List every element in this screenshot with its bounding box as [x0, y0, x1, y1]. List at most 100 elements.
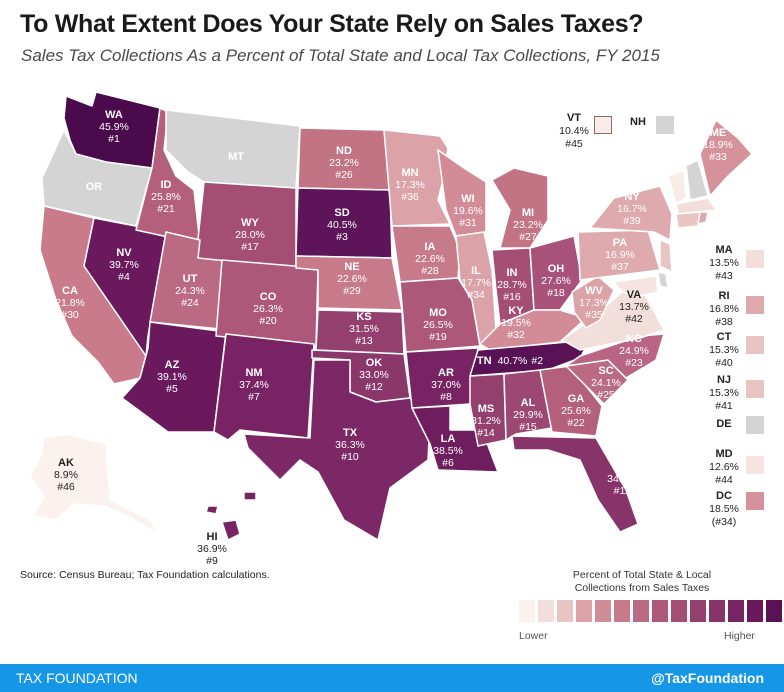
label-OR: OR [86, 181, 103, 193]
state-VT[interactable] [667, 169, 687, 205]
label-FL: FL 34.2% #11 [607, 461, 637, 497]
label-WY: WY 28.0% #17 [235, 217, 265, 253]
footer-bar: TAX FOUNDATION @TaxFoundation [0, 664, 784, 692]
label-AL: AL 29.9% #15 [513, 397, 543, 433]
map-title: To What Extent Does Your State Rely on S… [20, 10, 644, 38]
state-NJ[interactable] [659, 239, 673, 273]
state-DE[interactable] [657, 271, 669, 289]
label-UT: UT 24.3% #24 [175, 273, 205, 309]
scale-step-1 [519, 600, 535, 622]
legend-NJ: NJ 15.3% #41 [709, 374, 739, 412]
label-MO: MO 26.5% #19 [423, 307, 453, 343]
swatch-NJ [746, 380, 764, 398]
label-WI: WI 19.6% #31 [453, 193, 483, 229]
label-ID: ID 25.8% #21 [151, 179, 181, 215]
legend-DC: DC 18.5% (#34) [709, 490, 739, 528]
state-LA[interactable] [411, 405, 499, 473]
legend-MD: MD 12.6% #44 [709, 448, 739, 486]
scale-step-5 [595, 600, 611, 622]
scale-step-7 [633, 600, 649, 622]
legend-RI: RI 16.8% #38 [709, 290, 739, 328]
state-NH[interactable] [685, 159, 709, 201]
label-HI: HI 36.9% #9 [197, 531, 227, 567]
state-WI[interactable] [437, 149, 487, 237]
legend-MA: MA 13.5% #43 [709, 244, 739, 282]
label-WA: WA 45.9% #1 [99, 109, 129, 145]
state-labels: WA 45.9% #1 OR CA 21.8% #30 NV 39.7% #4 ID 25.8… [54, 109, 733, 567]
scale-step-10 [690, 600, 706, 622]
scale-step-13 [747, 600, 763, 622]
state-AL[interactable] [503, 369, 553, 441]
scale-title: Percent of Total State & Local Collectio… [572, 569, 712, 594]
scale-lower-label: Lower [519, 630, 548, 642]
swatch-DC [746, 492, 764, 510]
label-IA: IA 22.6% #28 [415, 241, 445, 277]
swatch-NH [656, 116, 674, 134]
state-NE[interactable] [295, 255, 403, 311]
label-LA: LA 38.5% #6 [433, 433, 463, 469]
label-CA: CA 21.8% #30 [55, 285, 85, 321]
label-IN: IN 28.7% #16 [497, 267, 527, 303]
label-TX: TX 36.3% #10 [335, 427, 365, 463]
label-OH: OH 27.6% #18 [541, 263, 571, 299]
label-NV: NV 39.7% #4 [109, 247, 139, 283]
label-SC: SC 24.1% #25 [591, 365, 621, 401]
scale-step-8 [652, 600, 668, 622]
label-ND: ND 23.2% #26 [329, 145, 359, 181]
label-NE: NE 22.6% #29 [337, 261, 367, 297]
swatch-MA [746, 250, 764, 268]
scale-step-6 [614, 600, 630, 622]
legend-CT: CT 15.3% #40 [709, 331, 739, 369]
source-note: Source: Census Bureau; Tax Foundation ca… [20, 569, 270, 581]
label-IL: IL 17.7% #34 [461, 265, 491, 301]
label-NM: NM 37.4% #7 [239, 367, 269, 403]
footer-handle[interactable]: @TaxFoundation [651, 670, 764, 686]
label-MS: MS 31.2% #14 [471, 403, 501, 439]
legend-NH: NH [630, 116, 646, 128]
scale-step-11 [709, 600, 725, 622]
state-MD[interactable] [613, 275, 659, 297]
scale-step-2 [538, 600, 554, 622]
state-CT[interactable] [675, 211, 701, 229]
state-OH[interactable] [529, 235, 583, 311]
scale-step-14 [766, 600, 782, 622]
label-MT: MT [228, 151, 244, 163]
scale-step-9 [671, 600, 687, 622]
footer-brand[interactable]: TAX FOUNDATION [16, 670, 138, 686]
scale-higher-label: Higher [724, 630, 755, 642]
state-FL[interactable] [511, 435, 639, 533]
label-AK: AK 8.9% #46 [54, 457, 78, 493]
state-AK[interactable] [29, 433, 159, 535]
state-NM[interactable] [213, 333, 315, 441]
swatch-MD [746, 456, 764, 474]
scale-step-3 [557, 600, 573, 622]
state-GA[interactable] [539, 365, 603, 437]
label-KS: KS 31.5% #13 [349, 311, 379, 347]
map-subtitle: Sales Tax Collections As a Percent of To… [21, 46, 660, 65]
state-ME[interactable] [699, 119, 753, 197]
swatch-VT [594, 116, 612, 134]
state-NY[interactable] [589, 185, 673, 241]
swatch-CT [746, 336, 764, 354]
state-RI[interactable] [697, 211, 709, 225]
label-NC: NC 24.9% #23 [619, 333, 649, 369]
label-VA: VA 13.7% #42 [619, 289, 649, 325]
state-MI[interactable] [491, 167, 549, 249]
scale-step-4 [576, 600, 592, 622]
label-MN: MN 17.3% #36 [395, 167, 425, 203]
label-KY: KY 19.5% #32 [501, 305, 531, 341]
state-MS[interactable] [469, 373, 507, 447]
legend-VT: VT 10.4% #45 [559, 112, 589, 150]
state-MT[interactable] [165, 109, 301, 189]
state-HI[interactable] [205, 491, 257, 541]
label-CO: CO 26.3% #20 [253, 291, 283, 327]
label-TN: TN 40.7% #2 [477, 355, 543, 367]
label-SD: SD 40.5% #3 [327, 207, 357, 243]
label-PA: PA 16.9% #37 [605, 237, 635, 273]
state-MA[interactable] [675, 197, 717, 215]
label-AZ: AZ 39.1% #5 [157, 359, 187, 395]
scale-step-12 [728, 600, 744, 622]
label-OK: OK 33.0% #12 [359, 357, 389, 393]
state-TX[interactable] [243, 359, 431, 541]
